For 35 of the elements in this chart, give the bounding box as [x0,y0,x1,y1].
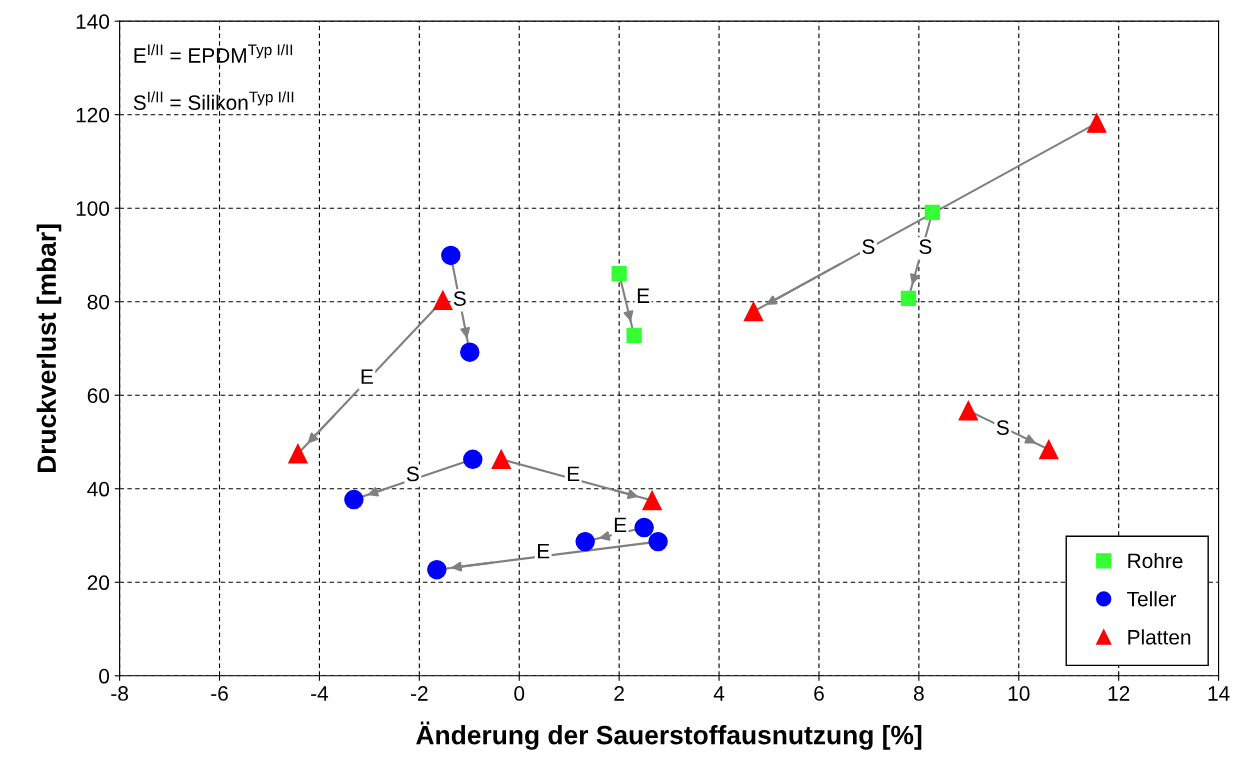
x-tick-label: 14 [1208,686,1230,701]
legend-label: Teller [1127,591,1177,607]
annotation: E [567,466,580,482]
annotation: E [614,517,627,533]
annotation: E [637,288,650,303]
y-tick-label: 60 [87,388,110,403]
legend-label: Platten [1128,629,1191,645]
y-tick-label: 0 [99,668,110,684]
annotation: E [537,543,550,559]
y-axis-title: Druckverlust [mbar] [36,224,62,473]
x-tick-label: 6 [814,686,824,701]
x-tick-label: 8 [913,686,924,701]
x-tick-label: 0 [514,686,525,701]
annotation: S [453,291,466,306]
y-tick-label: 140 [76,14,110,29]
legend-label: Rohre [1128,552,1183,569]
x-tick-label: 2 [614,686,624,701]
annotation: E [361,369,373,384]
x-tick-label: -8 [111,686,128,701]
x-tick-label: -2 [411,686,428,701]
x-tick-label: -4 [311,686,329,701]
annotation: S [406,466,419,482]
y-tick-label: 20 [87,575,110,591]
y-tick-label: 100 [76,201,110,216]
x-tick-label: 4 [713,686,725,701]
annotation: S [919,239,932,255]
y-tick-label: 40 [87,481,110,497]
x-tick-label: 12 [1108,686,1130,701]
annotation: S [862,239,875,255]
y-tick-label: 80 [87,294,110,310]
x-tick-label: 10 [1008,686,1030,701]
y-tick-label: 120 [76,107,110,123]
x-tick-label: -6 [211,686,228,701]
x-axis-title: Änderung der Sauerstoffausnutzung [%] [416,721,922,750]
annotation: S [996,420,1009,435]
